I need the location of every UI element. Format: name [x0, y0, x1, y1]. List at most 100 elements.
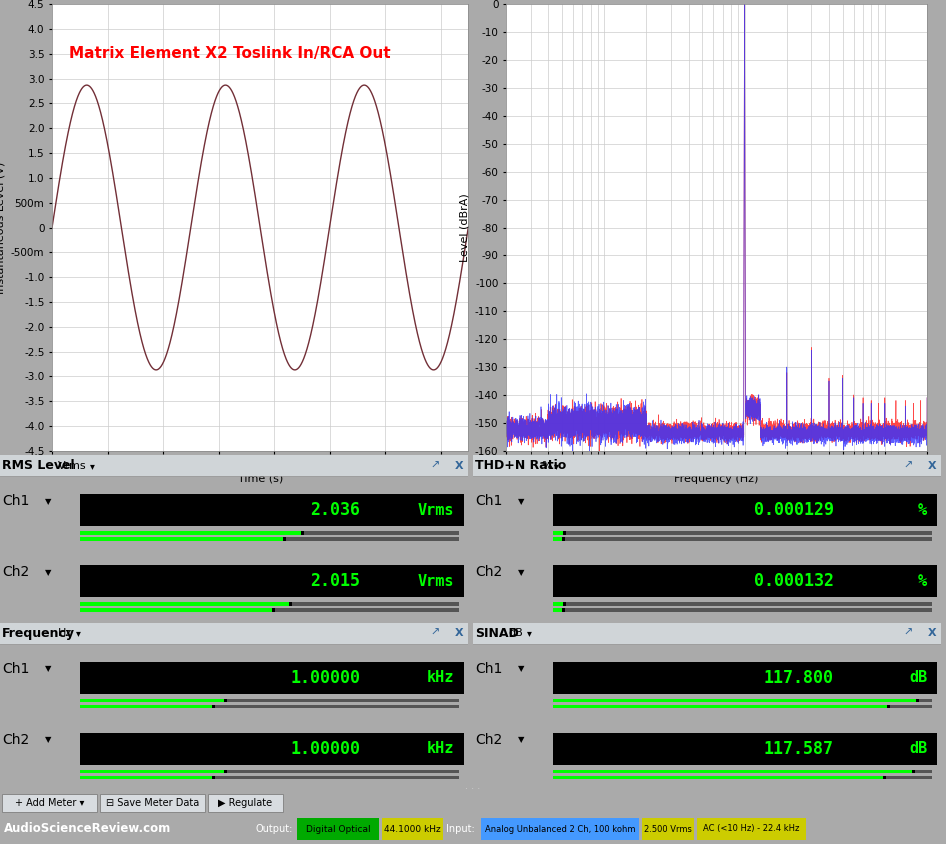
Bar: [213, 776, 216, 779]
Text: %: %: [542, 461, 552, 471]
Bar: [552, 776, 885, 779]
Text: ▼: ▼: [517, 664, 524, 674]
Bar: [79, 705, 214, 708]
Text: Input:: Input:: [447, 824, 475, 834]
Bar: [214, 776, 459, 779]
Text: Frequency: Frequency: [2, 627, 76, 640]
Text: 117.800: 117.800: [763, 668, 833, 687]
Text: %: %: [919, 502, 927, 517]
Text: Ch2: Ch2: [2, 565, 29, 579]
Bar: [552, 705, 888, 708]
Bar: [289, 603, 292, 606]
Text: SINAD: SINAD: [475, 627, 519, 640]
Text: Output:: Output:: [255, 824, 292, 834]
Bar: [563, 537, 932, 541]
Text: ▾: ▾: [553, 461, 558, 471]
Bar: [886, 705, 889, 708]
Bar: [482, 818, 639, 840]
Text: Ch2: Ch2: [2, 733, 29, 747]
Text: dB: dB: [909, 670, 927, 685]
Text: kHz: kHz: [427, 741, 454, 756]
Bar: [552, 770, 914, 773]
Text: X: X: [455, 628, 464, 638]
Bar: [552, 733, 937, 765]
Bar: [918, 699, 932, 702]
Bar: [79, 603, 290, 606]
Text: THD+N Ratio: THD+N Ratio: [475, 459, 567, 472]
Bar: [552, 531, 564, 535]
Bar: [208, 794, 283, 812]
Text: ▼: ▼: [44, 568, 51, 576]
Bar: [562, 537, 565, 541]
Text: ⊟ Save Meter Data: ⊟ Save Meter Data: [106, 798, 199, 808]
Bar: [213, 705, 216, 708]
Text: RMS Level: RMS Level: [2, 459, 75, 472]
Text: ▾: ▾: [91, 461, 96, 471]
Text: ▾: ▾: [77, 628, 81, 638]
Text: ▼: ▼: [517, 496, 524, 506]
Text: Ch1: Ch1: [475, 662, 502, 676]
Bar: [564, 531, 932, 535]
Text: ↗: ↗: [430, 461, 440, 471]
Bar: [214, 705, 459, 708]
Bar: [552, 699, 918, 702]
Text: Ch1: Ch1: [2, 494, 29, 508]
Bar: [79, 609, 274, 612]
Bar: [562, 609, 565, 612]
Text: X: X: [455, 461, 464, 471]
Bar: [473, 623, 941, 644]
Bar: [79, 662, 464, 694]
Y-axis label: Level (dBrA): Level (dBrA): [460, 193, 469, 262]
Bar: [79, 699, 225, 702]
Text: ▾: ▾: [527, 628, 532, 638]
Text: 1.00000: 1.00000: [290, 668, 360, 687]
Bar: [552, 537, 563, 541]
Bar: [225, 699, 459, 702]
Bar: [0, 623, 468, 644]
Bar: [79, 565, 464, 597]
Bar: [697, 818, 806, 840]
Text: 44.1000 kHz: 44.1000 kHz: [384, 825, 441, 834]
Bar: [79, 770, 225, 773]
Bar: [290, 603, 459, 606]
Bar: [0, 455, 468, 476]
Text: 117.587: 117.587: [763, 739, 833, 758]
Text: Ch2: Ch2: [475, 565, 502, 579]
Bar: [563, 531, 566, 535]
Text: AC (<10 Hz) - 22.4 kHz: AC (<10 Hz) - 22.4 kHz: [704, 825, 799, 834]
Text: Matrix Element X2 Toslink In/RCA Out: Matrix Element X2 Toslink In/RCA Out: [69, 46, 391, 61]
Text: dB: dB: [508, 628, 523, 638]
Text: kHz: kHz: [427, 670, 454, 685]
Y-axis label: Instantaneous Level (V): Instantaneous Level (V): [0, 161, 6, 294]
Text: ▼: ▼: [44, 664, 51, 674]
X-axis label: Time (s): Time (s): [237, 474, 283, 484]
Bar: [563, 609, 932, 612]
Bar: [552, 609, 563, 612]
Bar: [884, 776, 886, 779]
Text: Analog Unbalanced 2 Ch, 100 kohm: Analog Unbalanced 2 Ch, 100 kohm: [484, 825, 636, 834]
Bar: [79, 537, 285, 541]
Text: Vrms: Vrms: [58, 461, 86, 471]
Bar: [885, 776, 932, 779]
Bar: [224, 770, 227, 773]
Text: Ch1: Ch1: [475, 494, 502, 508]
Text: 0.000129: 0.000129: [754, 501, 833, 519]
Bar: [916, 699, 919, 702]
Text: 2.015: 2.015: [310, 572, 360, 590]
X-axis label: Frequency (Hz): Frequency (Hz): [674, 474, 759, 484]
Text: · · ·: · · ·: [465, 784, 481, 794]
Bar: [552, 662, 937, 694]
Text: ↗: ↗: [430, 628, 440, 638]
Bar: [888, 705, 932, 708]
Bar: [914, 770, 932, 773]
Bar: [303, 531, 459, 535]
Bar: [552, 565, 937, 597]
Text: ▼: ▼: [517, 568, 524, 576]
Bar: [552, 494, 937, 526]
Text: AudioScienceReview.com: AudioScienceReview.com: [4, 823, 171, 836]
Text: ▶ Regulate: ▶ Regulate: [219, 798, 272, 808]
Text: dB: dB: [909, 741, 927, 756]
Bar: [283, 537, 286, 541]
Bar: [79, 733, 464, 765]
Text: ↗: ↗: [903, 461, 913, 471]
